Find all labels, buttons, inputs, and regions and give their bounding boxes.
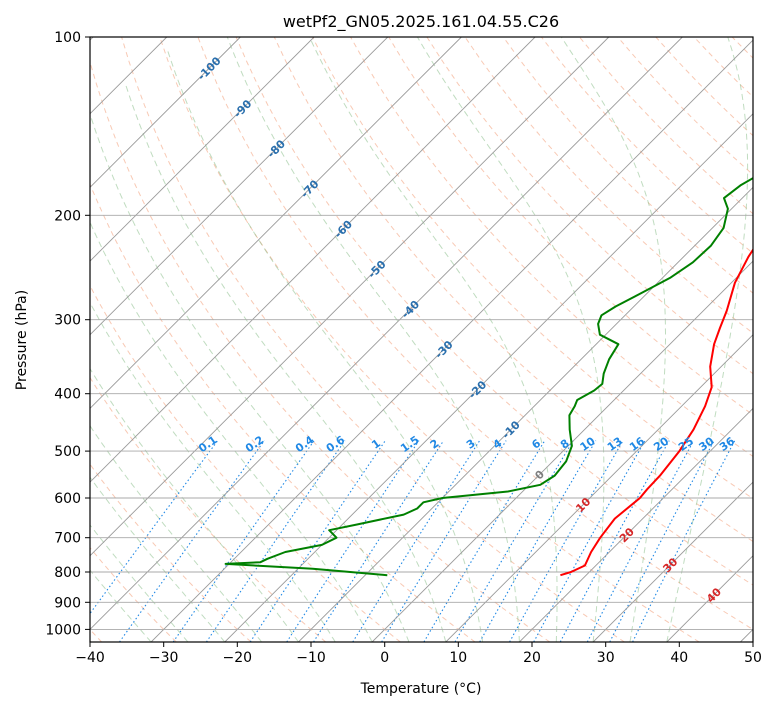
moist-adiabat [226, 37, 520, 642]
y-tick-label: 700 [54, 531, 81, 547]
isotherm-line [90, 37, 241, 189]
isotherm-line [90, 37, 315, 262]
mixing-ratio-line [352, 440, 481, 642]
plot-background [90, 37, 753, 642]
mixing-ratio-line [286, 440, 420, 642]
moist-adiabat [90, 424, 262, 642]
y-tick-label: 900 [54, 595, 81, 611]
moist-adiabat [666, 37, 749, 642]
moist-adiabat [90, 367, 299, 642]
isotherm-line [445, 334, 753, 642]
mixing-ratio-line [172, 440, 315, 642]
isotherm-line [298, 186, 753, 642]
dry-adiabat [121, 37, 625, 642]
mixing-ratio-line [90, 440, 219, 615]
x-tick-label: −40 [75, 650, 105, 666]
isotherm-line [519, 407, 753, 642]
x-tick-label: −30 [149, 650, 179, 666]
dry-adiabat [90, 546, 177, 642]
moist-adiabat [166, 49, 484, 642]
moist-adiabat [90, 301, 336, 642]
x-axis-label: Temperature (°C) [360, 681, 482, 697]
mixing-ratio-line [479, 440, 597, 642]
dewpoint-line [224, 176, 753, 577]
mixing-ratio-line [632, 440, 736, 642]
isotherm-line [90, 37, 610, 557]
dry-adiabat [388, 37, 753, 416]
y-tick-label: 200 [54, 208, 81, 224]
moist-adiabat [124, 83, 447, 642]
mixing-ratio-line [119, 440, 265, 642]
isotherm-line [150, 39, 753, 642]
dry-adiabat [502, 37, 753, 294]
isotherm-line [592, 481, 753, 642]
profile-series [224, 176, 753, 577]
dry-adiabat [159, 37, 700, 642]
dry-adiabat [90, 60, 551, 642]
isotherm-line [224, 113, 753, 642]
moist-adiabat [416, 37, 605, 642]
chart-title: wetPf2_GN05.2025.161.04.55.C26 [283, 12, 559, 32]
background-lines [90, 37, 775, 642]
isotherm-line [90, 37, 536, 483]
mixing-ratio-line [559, 440, 670, 642]
y-tick-label: 300 [54, 313, 81, 329]
x-tick-label: 20 [523, 650, 541, 666]
gridlines [90, 37, 753, 642]
dry-adiabat [770, 37, 775, 642]
temperature-line [560, 247, 753, 577]
moist-adiabat [90, 569, 152, 642]
mixing-ratio-line [313, 440, 445, 642]
dry-adiabat [90, 182, 476, 642]
mixing-ratio-line [423, 440, 546, 642]
moist-adiabat [90, 114, 410, 642]
y-axis: 100 200 300 400 500 600 700 800 900 1000 [45, 30, 90, 638]
moist-adiabat [308, 37, 558, 642]
x-tick-label: −20 [223, 650, 253, 666]
y-tick-label: 500 [54, 444, 81, 460]
x-tick-label: 50 [744, 650, 762, 666]
isotherm-line [90, 37, 462, 410]
y-tick-label: 100 [54, 30, 81, 46]
x-tick-label: 30 [597, 650, 615, 666]
isotherm-line [90, 37, 683, 631]
dry-adiabat [197, 37, 753, 630]
y-tick-label: 400 [54, 387, 81, 403]
mixing-ratio-line [249, 440, 386, 642]
dry-adiabat [90, 376, 327, 642]
x-tick-label: 40 [670, 650, 688, 666]
x-tick-label: 0 [380, 650, 389, 666]
isotherm-line [90, 37, 389, 336]
dry-adiabat [235, 37, 753, 586]
x-tick-label: 10 [449, 650, 467, 666]
dry-adiabat [90, 463, 252, 642]
plot-frame [89, 36, 754, 643]
mixing-ratio-line [454, 440, 574, 642]
y-tick-label: 800 [54, 565, 81, 581]
isotherm-line [371, 260, 753, 642]
y-tick-label: 1000 [45, 622, 81, 638]
x-tick-label: −10 [296, 650, 326, 666]
x-axis: −40 −30 −20 −10 0 10 20 30 40 50 [75, 642, 762, 666]
mixing-ratio-line [509, 440, 624, 642]
y-tick-label: 600 [54, 491, 81, 507]
y-axis-label: Pressure (hPa) [14, 290, 30, 390]
mixing-ratio-line [533, 440, 646, 642]
